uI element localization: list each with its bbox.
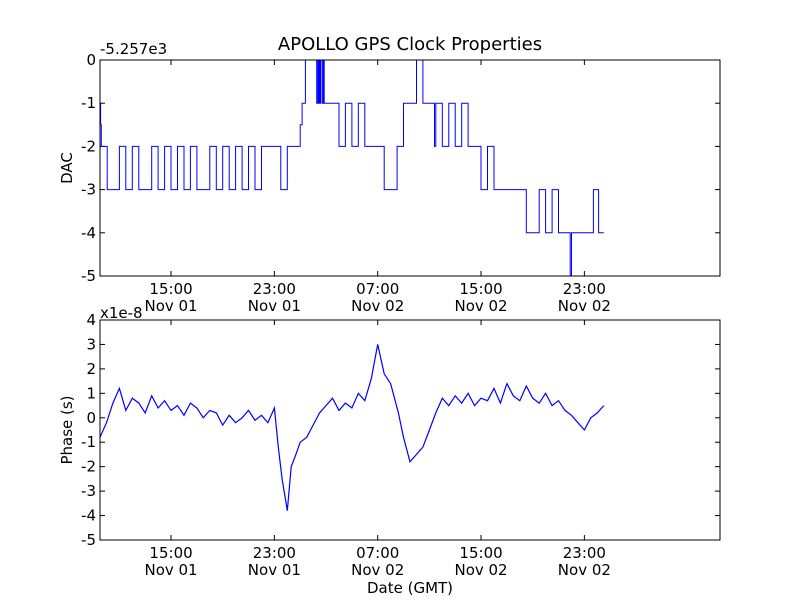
top-ytick-label: -1 <box>81 94 96 112</box>
top-xtick-time: 23:00 <box>563 280 606 298</box>
bottom-ytick-label: 4 <box>86 311 96 329</box>
bottom-ytick-label: -3 <box>81 482 96 500</box>
top-xtick-date: Nov 02 <box>351 297 404 315</box>
bottom-xtick-date: Nov 02 <box>351 561 404 579</box>
bottom-xtick-date: Nov 01 <box>144 561 197 579</box>
top-xtick-date: Nov 01 <box>248 297 301 315</box>
top-axes-frame <box>99 59 721 277</box>
bottom-axes-frame <box>99 319 721 541</box>
bottom-ytick-label: -1 <box>81 433 96 451</box>
top-xtick-time: 07:00 <box>356 280 399 298</box>
top-xtick-time: 15:00 <box>149 280 192 298</box>
bottom-xtick-time: 15:00 <box>459 544 502 562</box>
bottom-ylabel: Phase (s) <box>58 395 76 464</box>
top-ytick-label: -3 <box>81 181 96 199</box>
bottom-xtick-time: 07:00 <box>356 544 399 562</box>
bottom-xtick-time: 15:00 <box>149 544 192 562</box>
top-ytick-label: -4 <box>81 224 96 242</box>
bottom-xtick-date: Nov 02 <box>558 561 611 579</box>
top-xtick-time: 15:00 <box>459 280 502 298</box>
top-xtick-date: Nov 02 <box>558 297 611 315</box>
bottom-ytick-label: 3 <box>86 335 96 353</box>
top-ylabel: DAC <box>58 152 76 184</box>
top-ytick-label: 0 <box>86 51 96 69</box>
bottom-ytick-label: -4 <box>81 507 96 525</box>
top-xtick-time: 23:00 <box>253 280 296 298</box>
bottom-ytick-label: 1 <box>86 384 96 402</box>
top-ytick-label: -2 <box>81 137 96 155</box>
bottom-series-line <box>99 344 605 511</box>
bottom-ytick-label: -2 <box>81 458 96 476</box>
bottom-ytick-label: -5 <box>81 531 96 549</box>
bottom-ytick-label: 2 <box>86 360 96 378</box>
top-xtick-date: Nov 02 <box>454 297 507 315</box>
chart-title: APOLLO GPS Clock Properties <box>278 34 542 55</box>
top-ytick-label: -5 <box>81 267 96 285</box>
bottom-xlabel: Date (GMT) <box>367 579 453 597</box>
bottom-xtick-date: Nov 01 <box>248 561 301 579</box>
bottom-xtick-time: 23:00 <box>563 544 606 562</box>
bottom-ytick-label: 0 <box>86 409 96 427</box>
bottom-xtick-date: Nov 02 <box>454 561 507 579</box>
top-offset-label: -5.257e3 <box>100 40 167 58</box>
bottom-xtick-time: 23:00 <box>253 544 296 562</box>
top-series-line <box>100 59 604 277</box>
top-xtick-date: Nov 01 <box>144 297 197 315</box>
bottom-offset-label: x1e-8 <box>100 304 143 322</box>
